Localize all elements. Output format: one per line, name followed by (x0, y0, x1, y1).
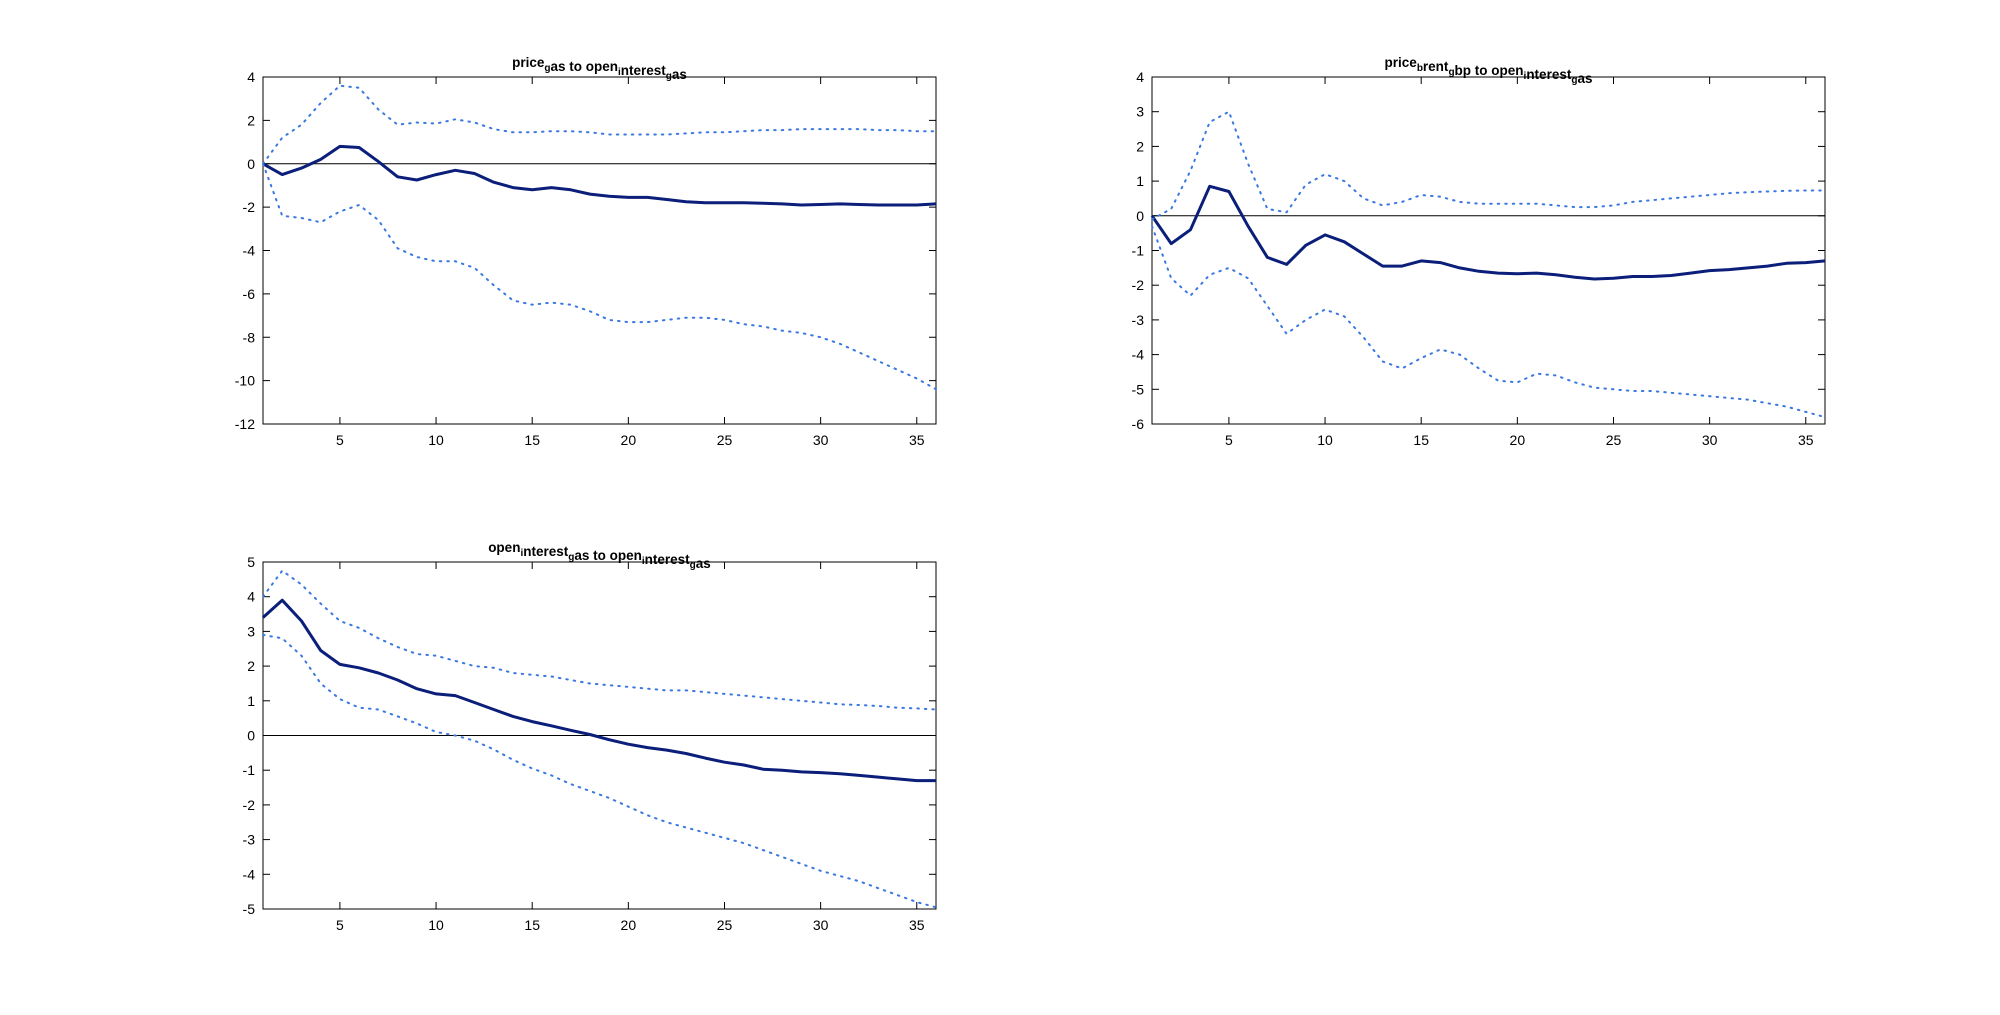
x-tick-label: 15 (524, 432, 540, 448)
x-tick-label: 10 (428, 917, 444, 933)
x-tick-label: 20 (621, 432, 637, 448)
chart-title: pricebrentgbp to openinterestgas (1385, 55, 1593, 86)
y-tick-label: 2 (247, 658, 255, 674)
chart-panel-1: -12 -10 -8 -6 -4 -2 0 2 4 5 10 15 20 25 30 35 pricegas t… (235, 55, 937, 448)
y-tick-label: 5 (247, 554, 255, 570)
y-tick-label: 0 (247, 156, 255, 172)
y-tick-label: -8 (243, 329, 256, 345)
x-tick-label: 10 (428, 432, 444, 448)
series-line-estimate (1150, 184, 1826, 281)
series-line-estimate (262, 144, 937, 207)
y-tick-label: -5 (243, 901, 256, 917)
x-tick-label: 35 (909, 917, 925, 933)
x-tick-label: 5 (336, 432, 344, 448)
y-tick-label: -2 (243, 199, 256, 215)
y-tick-label: -6 (243, 286, 256, 302)
x-tick-label: 25 (717, 432, 733, 448)
y-tick-label: 1 (1136, 173, 1144, 189)
x-tick-label: 5 (336, 917, 344, 933)
x-tick-label: 10 (1317, 432, 1333, 448)
y-tick-label: 0 (1136, 208, 1144, 224)
x-tick-label: 25 (717, 917, 733, 933)
y-tick-label: -5 (1132, 381, 1145, 397)
y-tick-label: -4 (243, 866, 256, 882)
x-tick-label: 5 (1225, 432, 1233, 448)
y-tick-label: 4 (247, 589, 255, 605)
y-tick-label: -12 (235, 416, 255, 432)
y-tick-label: -4 (1132, 347, 1145, 363)
y-tick-label: 3 (247, 623, 255, 639)
chart-title: openinterestgas to openinterestgas (488, 540, 711, 571)
y-tick-label: -6 (1132, 416, 1145, 432)
y-tick-label: -4 (243, 243, 256, 259)
y-tick-label: 4 (247, 69, 255, 85)
x-tick-label: 35 (1798, 432, 1814, 448)
y-tick-label: 1 (247, 693, 255, 709)
y-tick-label: 2 (247, 112, 255, 128)
y-tick-label: 3 (1136, 104, 1144, 120)
series-line-lower (262, 633, 937, 909)
x-tick-label: 15 (1413, 432, 1429, 448)
y-tick-label: -3 (1132, 312, 1145, 328)
y-tick-label: -1 (1132, 243, 1145, 259)
x-tick-label: 30 (1702, 432, 1718, 448)
y-tick-label: -2 (1132, 277, 1145, 293)
x-tick-label: 25 (1606, 432, 1622, 448)
series-line-lower (1151, 225, 1826, 419)
y-tick-label: -10 (235, 373, 255, 389)
x-tick-label: 30 (813, 917, 829, 933)
series-line-estimate (261, 598, 936, 783)
y-tick-label: -2 (243, 797, 256, 813)
series-line-lower (262, 162, 937, 391)
y-tick-label: -3 (243, 832, 256, 848)
y-tick-label: -1 (243, 762, 256, 778)
chart-panel-3: -5 -4 -3 -2 -1 0 1 2 3 4 5 5 10 15 20 25 30 35 openinteres… (243, 540, 937, 933)
x-tick-label: 20 (1510, 432, 1526, 448)
x-tick-label: 35 (909, 432, 925, 448)
y-tick-label: 0 (247, 728, 255, 744)
y-tick-label: 2 (1136, 138, 1144, 154)
chart-panel-2: -6 -5 -4 -3 -2 -1 0 1 2 3 4 5 10 15 20 25 30 35 pricebrent… (1132, 55, 1826, 448)
x-tick-label: 20 (621, 917, 637, 933)
x-tick-label: 15 (524, 917, 540, 933)
chart-title: pricegas to openinterestgas (512, 55, 687, 82)
x-tick-label: 30 (813, 432, 829, 448)
y-tick-label: 4 (1136, 69, 1144, 85)
